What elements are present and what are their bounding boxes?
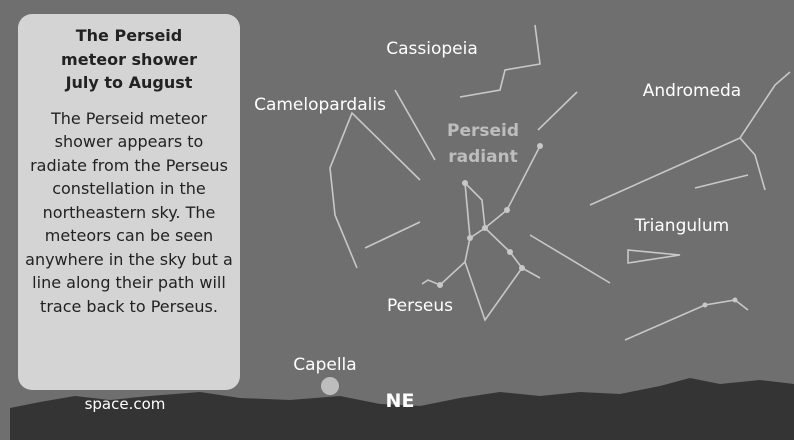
- panel-body: The Perseid meteor shower appears to rad…: [24, 107, 234, 319]
- label: Andromeda: [643, 81, 741, 101]
- label: Triangulum: [634, 216, 729, 236]
- label: Perseus: [387, 296, 453, 316]
- capella-star: [321, 377, 339, 395]
- panel-subtitle: July to August: [24, 71, 234, 95]
- radiant-box: Perseid radiant: [430, 118, 536, 174]
- info-panel: The Perseid meteor shower July to August…: [18, 14, 240, 390]
- label: Camelopardalis: [254, 95, 386, 115]
- radiant-label: Perseid radiant: [430, 118, 536, 170]
- label: Capella: [293, 355, 356, 375]
- constellation-lines: [330, 25, 790, 340]
- credit: space.com: [85, 395, 166, 413]
- direction: NE: [386, 390, 415, 412]
- label: Cassiopeia: [386, 39, 478, 59]
- infographic: Cassiopeia Camelopardalis Andromeda Tria…: [0, 0, 794, 440]
- panel-title: The Perseid meteor shower: [24, 24, 234, 71]
